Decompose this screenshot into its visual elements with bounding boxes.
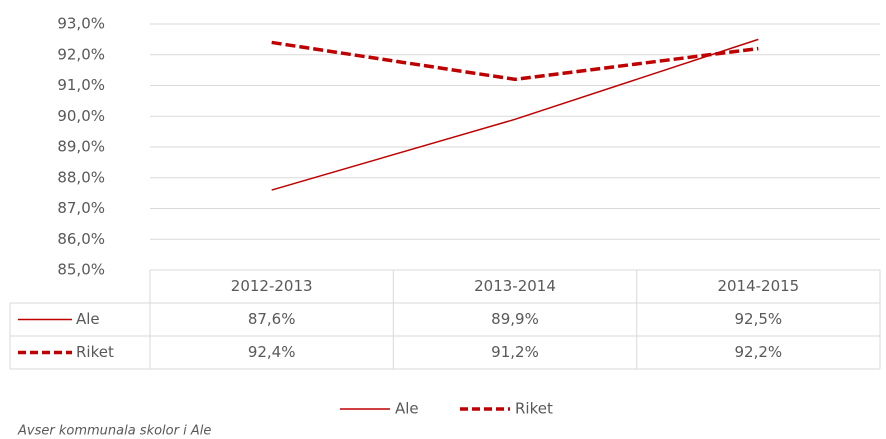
y-tick-label: 91,0%: [57, 76, 105, 94]
y-tick-label: 88,0%: [57, 168, 105, 186]
table-cell: 89,9%: [491, 310, 539, 328]
series-name: Riket: [76, 343, 114, 361]
y-tick-label: 93,0%: [57, 15, 105, 33]
series-line: [271, 38, 759, 191]
x-tick-label: 2012-2013: [231, 277, 313, 295]
table-cell: 87,6%: [248, 310, 296, 328]
y-tick-label: 85,0%: [57, 261, 105, 279]
x-tick-label: 2013-2014: [474, 277, 556, 295]
legend-label: Ale: [395, 400, 419, 418]
table-cell: 92,4%: [248, 343, 296, 361]
y-tick-label: 87,0%: [57, 199, 105, 217]
table-cell: 92,2%: [735, 343, 783, 361]
x-tick-label: 2014-2015: [717, 277, 799, 295]
note: Avser kommunala skolor i Ale: [17, 424, 211, 439]
y-tick-label: 86,0%: [57, 230, 105, 248]
y-tick-label: 89,0%: [57, 138, 105, 156]
legend-label: Riket: [515, 400, 553, 418]
series-name: Ale: [76, 310, 100, 328]
series-line: [271, 40, 759, 82]
y-tick-label: 90,0%: [57, 107, 105, 125]
table-cell: 91,2%: [491, 343, 539, 361]
y-tick-label: 92,0%: [57, 45, 105, 63]
table-cell: 92,5%: [735, 310, 783, 328]
